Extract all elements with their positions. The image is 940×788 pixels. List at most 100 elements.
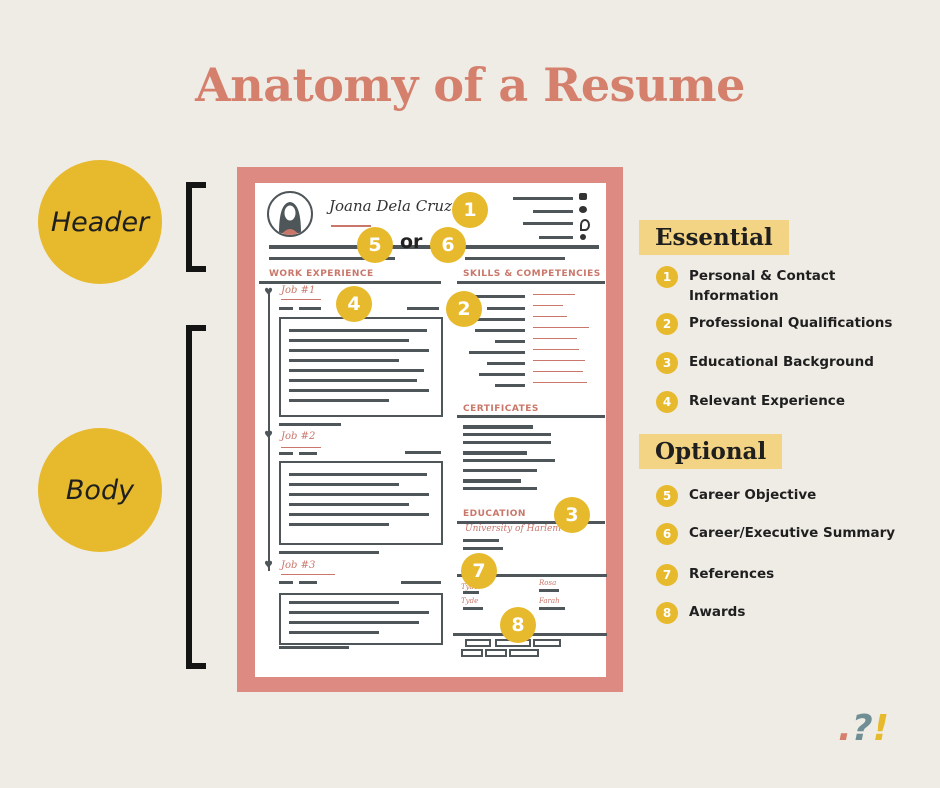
job-2-company [281, 447, 321, 448]
skill-bar-7 [487, 362, 525, 365]
mail-icon [579, 206, 587, 213]
job-2-line-3 [289, 493, 429, 496]
skill-text-6 [533, 349, 579, 350]
education-school: University of Harlem [465, 524, 561, 534]
job-2-line-4 [289, 503, 409, 506]
job-3-loc [401, 581, 441, 584]
edu-line-1 [463, 539, 499, 542]
contact-line-2 [533, 210, 573, 213]
marker-6: 6 [430, 227, 466, 263]
legend-label: Relevant Experience [689, 393, 845, 409]
edu-line-2 [463, 547, 503, 550]
logo-bang: ! [872, 708, 889, 749]
job-title-1: Job #1 [281, 285, 316, 296]
edu-heading-line [457, 521, 605, 524]
skill-text-3 [533, 316, 567, 317]
award-box-6 [509, 649, 539, 657]
skills-heading-line [457, 281, 605, 284]
skill-bar-4 [475, 329, 525, 332]
skill-bar-9 [495, 384, 525, 387]
ref-heading-line [457, 574, 607, 577]
header-divider-2 [269, 257, 395, 260]
job-1-loc [407, 307, 439, 310]
job-3-end [279, 646, 349, 649]
job-2-line-6 [289, 523, 389, 526]
job-1-line-3 [289, 349, 429, 352]
job-3-description [279, 593, 443, 645]
job-1-line-2 [289, 339, 409, 342]
legend-item-essential-2: 2 Professional Qualifications [656, 313, 896, 335]
job-2-line-5 [289, 513, 429, 516]
legend-label: Awards [689, 604, 746, 620]
ref-name-1: Tyde [461, 583, 479, 591]
marker-8: 8 [500, 607, 536, 643]
work-heading-line [259, 281, 441, 284]
work-experience-heading: WORK EXPERIENCE [269, 269, 374, 279]
skill-bar-6 [469, 351, 525, 354]
legend-item-optional-6: 6 Career/Executive Summary [656, 523, 896, 545]
skill-text-5 [533, 338, 577, 339]
header-bracket [186, 182, 206, 272]
job-3-line-3 [289, 621, 419, 624]
job-2-date-b [299, 452, 317, 455]
cert-line-7 [463, 479, 521, 483]
logo-question: ? [851, 708, 873, 749]
timeline-heart-2: ♥ [264, 430, 273, 441]
logo-dot: . [838, 708, 852, 749]
contact-line-4 [539, 236, 573, 239]
header-label: Header [38, 160, 162, 284]
job-2-line-2 [289, 483, 399, 486]
legend-label: Personal & Contact Information [689, 268, 836, 304]
timeline-heart-3: ♥ [264, 560, 273, 571]
certificates-heading: CERTIFICATES [463, 404, 539, 414]
contact-line-1 [513, 197, 573, 200]
ref-line-2 [539, 589, 559, 592]
legend-number: 6 [656, 523, 678, 545]
optional-heading: Optional [639, 434, 783, 469]
job-2-date-a [279, 452, 293, 455]
marker-1: 1 [452, 192, 488, 228]
cert-line-6 [463, 469, 537, 472]
resume-name: Joana Dela Cruz [329, 197, 452, 215]
job-2-loc [405, 451, 441, 454]
legend-number: 8 [656, 602, 678, 624]
legend-number: 7 [656, 564, 678, 586]
ref-line-4 [539, 607, 565, 610]
job-1-company [281, 299, 321, 300]
job-title-3: Job #3 [281, 560, 316, 571]
skill-text-9 [533, 382, 587, 383]
body-label: Body [38, 428, 162, 552]
job-3-line-2 [289, 611, 429, 614]
skill-text-8 [533, 371, 583, 372]
legend-number: 3 [656, 352, 678, 374]
marker-3: 3 [554, 497, 590, 533]
award-box-3 [533, 639, 561, 647]
skill-bar-3 [477, 318, 525, 321]
avatar [267, 191, 313, 237]
essential-heading: Essential [639, 220, 789, 255]
page-title: Anatomy of a Resume [195, 58, 745, 112]
award-box-5 [485, 649, 507, 657]
job-1-date-b [299, 307, 321, 310]
job-1-date-a [279, 307, 293, 310]
job-3-line-4 [289, 631, 379, 634]
job-1-line-7 [289, 389, 429, 392]
header-label-text: Header [50, 206, 150, 238]
legend-item-essential-1: 1 Personal & Contact Information [656, 266, 896, 306]
ref-name-2: Rosa [539, 579, 557, 587]
cert-line-1 [463, 425, 533, 429]
job-1-description [279, 317, 443, 417]
web-icon [580, 234, 586, 240]
skill-text-2 [533, 305, 563, 306]
education-heading: EDUCATION [463, 509, 526, 519]
job-2-end [279, 551, 379, 554]
job-1-line-1 [289, 329, 427, 332]
ref-name-4: Farah [539, 597, 560, 605]
or-text: or [400, 231, 423, 253]
cert-line-2 [463, 433, 551, 436]
legend-item-optional-7: 7 References [656, 564, 896, 586]
body-bracket [186, 325, 206, 669]
skills-heading: SKILLS & COMPETENCIES [463, 269, 601, 279]
legend-item-essential-3: 3 Educational Background [656, 352, 896, 374]
award-box-4 [461, 649, 483, 657]
